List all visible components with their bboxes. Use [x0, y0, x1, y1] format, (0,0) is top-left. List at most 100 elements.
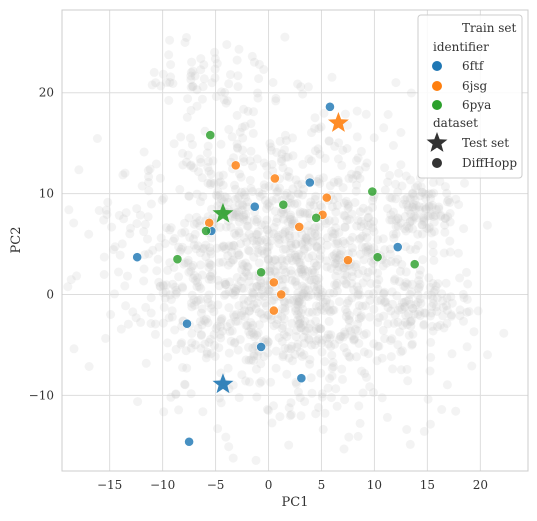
train-set-point	[186, 71, 196, 81]
train-set-point	[221, 432, 231, 442]
train-set-point	[262, 200, 272, 209]
train-set-point	[379, 311, 389, 321]
train-set-point	[413, 181, 422, 191]
train-set-point	[273, 186, 283, 196]
train-set-point	[294, 319, 304, 329]
train-set-point	[407, 279, 417, 289]
train-set-point	[358, 231, 368, 241]
train-set-point	[429, 188, 439, 198]
train-set-point	[208, 156, 218, 166]
diffhopp-point-6ftf	[184, 436, 194, 447]
train-set-point	[339, 275, 349, 285]
train-set-point	[402, 320, 412, 330]
train-set-point	[279, 314, 289, 324]
train-set-point	[234, 228, 244, 238]
train-set-point	[196, 294, 206, 304]
train-set-point	[195, 248, 205, 258]
train-set-point	[377, 353, 387, 363]
train-set-point	[253, 351, 262, 361]
train-set-point	[295, 318, 305, 328]
train-set-point	[340, 239, 350, 249]
train-set-point	[218, 170, 228, 180]
train-set-point	[294, 189, 304, 199]
train-set-point	[342, 279, 352, 289]
train-set-point	[405, 216, 415, 226]
train-set-point	[146, 199, 156, 209]
train-set-point	[317, 338, 327, 348]
train-set-point	[313, 291, 323, 301]
train-set-point	[402, 221, 412, 231]
train-set-point	[408, 303, 418, 313]
train-set-point	[74, 165, 84, 175]
train-set-point	[228, 240, 238, 250]
train-set-point	[438, 296, 448, 306]
train-set-point	[316, 236, 326, 246]
train-set-point	[212, 59, 222, 68]
train-set-point	[246, 119, 256, 129]
train-set-point	[277, 149, 287, 159]
train-set-point	[441, 301, 451, 311]
train-set-point	[324, 136, 334, 146]
train-set-point	[425, 366, 435, 376]
train-set-point	[177, 228, 187, 238]
train-set-point	[272, 194, 282, 204]
train-set-point	[315, 301, 325, 311]
train-set-point	[245, 330, 255, 340]
train-set-point	[303, 82, 313, 92]
train-set-point	[165, 290, 175, 300]
train-set-point	[331, 384, 341, 394]
train-set-point	[297, 179, 307, 189]
train-set-point	[383, 177, 393, 187]
train-set-point	[352, 282, 362, 292]
train-set-point	[413, 229, 423, 239]
train-set-point	[153, 254, 163, 264]
train-set-point	[196, 284, 206, 293]
train-set-point	[277, 256, 287, 266]
train-set-point	[226, 258, 236, 268]
train-set-point	[415, 191, 425, 201]
train-set-point	[248, 282, 258, 292]
train-set-point	[234, 207, 244, 217]
train-set-point	[214, 281, 224, 291]
train-set-point	[254, 320, 264, 330]
train-set-point	[331, 207, 341, 217]
train-set-point	[429, 217, 439, 227]
train-set-point	[204, 290, 214, 300]
train-set-point	[298, 269, 307, 279]
train-set-point	[340, 395, 350, 405]
train-set-point	[325, 288, 335, 298]
train-set-point	[291, 252, 300, 262]
x-tick-label: 0	[265, 478, 273, 492]
train-set-point	[285, 194, 295, 203]
train-set-point	[239, 210, 248, 220]
train-set-point	[128, 307, 138, 317]
train-set-point	[415, 205, 424, 215]
train-set-point	[253, 227, 263, 237]
train-set-point	[268, 256, 278, 266]
train-set-point	[300, 283, 310, 293]
train-set-point	[275, 136, 285, 146]
train-set-point	[276, 207, 286, 217]
train-set-point	[204, 258, 214, 268]
train-set-point	[324, 316, 334, 326]
train-set-point	[378, 325, 388, 335]
train-set-point	[311, 301, 321, 311]
train-set-point	[483, 350, 492, 360]
train-set-point	[414, 270, 424, 280]
train-set-point	[187, 262, 197, 272]
x-axis-label: PC1	[282, 495, 309, 510]
train-set-point	[423, 394, 433, 404]
train-set-point	[329, 250, 339, 260]
train-set-point	[222, 40, 232, 50]
train-set-point	[162, 78, 171, 87]
train-set-point	[419, 202, 429, 212]
train-set-point	[170, 282, 180, 292]
train-set-point	[291, 175, 301, 185]
train-set-point	[362, 158, 372, 168]
train-set-point	[303, 208, 313, 218]
train-set-point	[316, 305, 326, 315]
train-set-point	[243, 321, 252, 330]
train-set-point	[332, 200, 342, 210]
train-set-point	[144, 186, 154, 196]
train-set-point	[380, 185, 390, 195]
